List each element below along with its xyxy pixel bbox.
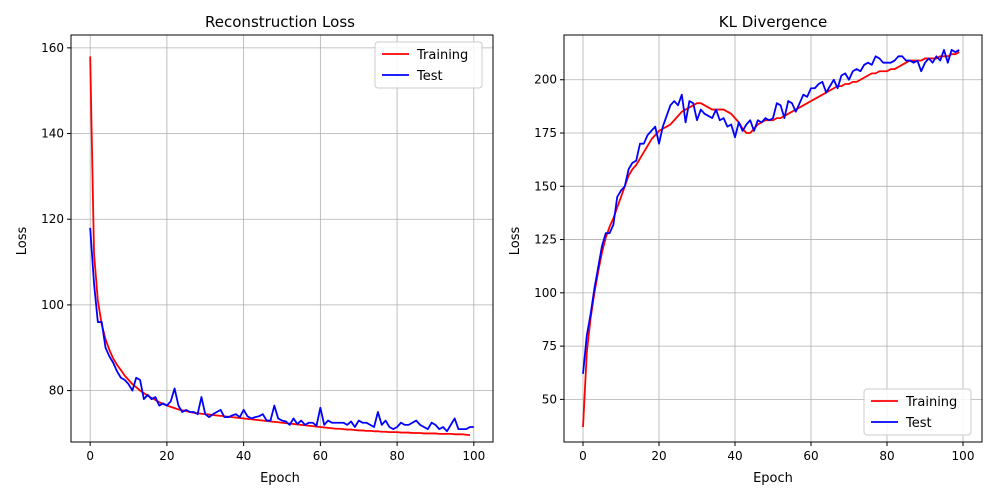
y-tick-label: 120 (41, 212, 64, 226)
y-tick-label: 75 (542, 339, 557, 353)
x-tick-label: 40 (236, 449, 251, 463)
y-tick-label: 50 (542, 392, 557, 406)
plot-frame (563, 34, 983, 443)
x-tick-label: 60 (313, 449, 328, 463)
x-tick-label: 0 (579, 449, 587, 463)
x-tick-label: 20 (159, 449, 174, 463)
series-line-test (582, 49, 960, 374)
y-tick-label: 140 (41, 127, 64, 141)
y-axis-label: Loss (15, 227, 30, 256)
x-tick-label: 100 (952, 449, 975, 463)
y-tick-label: 100 (41, 298, 64, 312)
x-tick-label: 80 (879, 449, 894, 463)
series-line-training (582, 51, 960, 428)
x-axis-label: Epoch (260, 471, 300, 486)
x-tick-label: 80 (389, 449, 404, 463)
x-tick-label: 40 (727, 449, 742, 463)
x-tick-label: 20 (651, 449, 666, 463)
chart-title: Reconstruction Loss (205, 13, 355, 31)
reconstruction-loss-chart: Reconstruction Loss Epoch Loss 0 20 40 60 80… (15, 13, 494, 486)
series-line-training (89, 56, 471, 437)
legend-label-test: Test (416, 69, 443, 84)
legend-label-test: Test (905, 416, 932, 431)
legend: Training Test (374, 41, 483, 89)
y-tick-label: 80 (49, 384, 64, 398)
x-tick-label: 60 (803, 449, 818, 463)
y-tick-label: 100 (534, 286, 557, 300)
chart-title: KL Divergence (719, 13, 827, 31)
y-tick-label: 150 (534, 179, 557, 193)
y-tick-label: 175 (534, 126, 557, 140)
x-axis-label: Epoch (753, 471, 793, 486)
legend-label-training: Training (416, 48, 468, 63)
plot-frame (70, 34, 494, 443)
legend: Training Test (863, 388, 972, 436)
legend-label-training: Training (905, 395, 957, 410)
y-axis-label: Loss (508, 227, 523, 256)
y-tick-label: 125 (534, 233, 557, 247)
series-line-test (89, 227, 474, 433)
y-tick-label: 200 (534, 73, 557, 87)
y-tick-label: 160 (41, 41, 64, 55)
kl-divergence-chart: KL Divergence Epoch Loss 0 20 40 60 80 100 50 7… (508, 13, 983, 486)
x-tick-label: 0 (86, 449, 94, 463)
x-tick-label: 100 (462, 449, 485, 463)
